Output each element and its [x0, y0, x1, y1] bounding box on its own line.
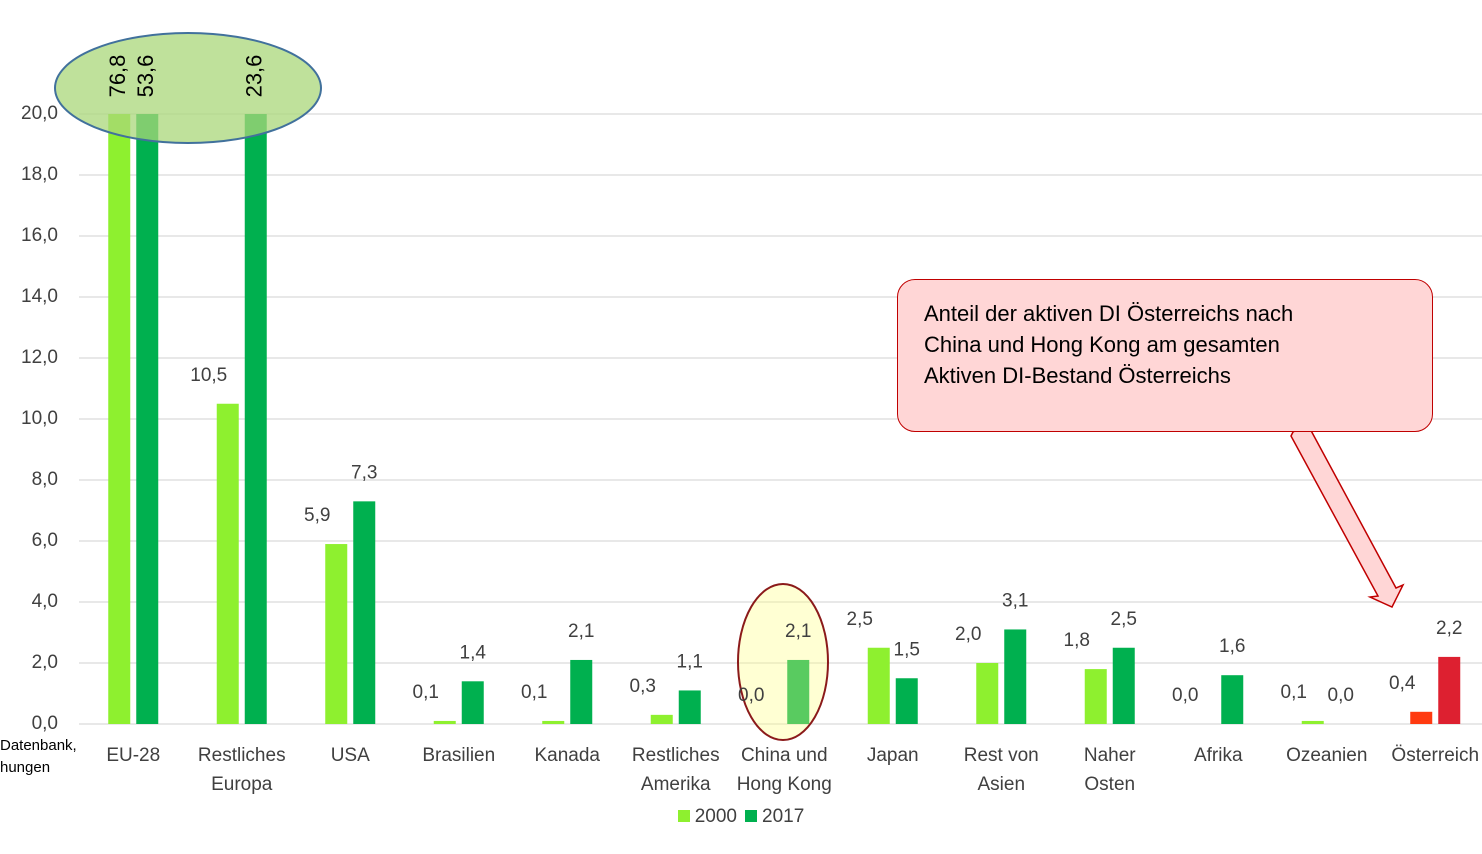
- legend-swatch: [677, 810, 690, 822]
- value-label: 2,1: [568, 621, 594, 642]
- value-label: 1,8: [1064, 630, 1090, 651]
- value-label: 53,6: [133, 55, 158, 98]
- x-tick-label: Rest von Asien: [963, 745, 1039, 795]
- bar: [1004, 629, 1027, 724]
- value-label: 5,9: [304, 505, 330, 526]
- x-tick-label: Ozeanien: [1286, 745, 1368, 766]
- source-note: Datenbank,: [0, 737, 77, 754]
- y-tick-label: 8,0: [32, 469, 58, 490]
- x-tick-label: Naher Osten: [1083, 745, 1136, 795]
- y-tick-label: 20,0: [21, 103, 58, 124]
- value-label: 1,1: [677, 651, 703, 672]
- bar: [1112, 647, 1135, 724]
- y-tick-label: 6,0: [32, 530, 58, 551]
- value-label: 0,3: [630, 676, 656, 697]
- bar: [867, 647, 890, 724]
- value-label: 2,5: [847, 609, 873, 630]
- y-tick-label: 0,0: [32, 713, 58, 734]
- bar: [353, 501, 376, 724]
- value-label: 0,0: [738, 685, 764, 706]
- bar: [895, 678, 918, 724]
- value-label: 2,5: [1111, 609, 1137, 630]
- bar: [1221, 675, 1244, 724]
- x-tick-label: Restliches Amerika: [631, 745, 720, 795]
- bar: [542, 720, 565, 724]
- bar: [1301, 720, 1324, 724]
- legend-item: 2017: [745, 806, 804, 828]
- y-tick-label: 4,0: [32, 591, 58, 612]
- bar: [1084, 669, 1107, 724]
- x-tick-label: Kanada: [534, 745, 600, 766]
- bar: [108, 114, 131, 724]
- legend-label: 2017: [762, 806, 805, 827]
- legend: 2000 2017: [0, 806, 1482, 828]
- value-label: 2,2: [1436, 618, 1462, 639]
- value-label: 10,5: [190, 365, 227, 386]
- bar: [136, 114, 159, 725]
- x-tick-label: EU-28: [106, 745, 161, 766]
- bar: [976, 663, 999, 724]
- y-tick-label: 10,0: [21, 408, 58, 429]
- x-tick-label: China und Hong Kong: [736, 745, 832, 795]
- bar: [325, 544, 348, 724]
- value-label: 7,3: [351, 462, 377, 483]
- value-label: 76,8: [105, 55, 130, 98]
- highlight-ellipse: [54, 32, 322, 144]
- legend-item: 2000: [677, 806, 737, 828]
- value-label: 1,4: [460, 642, 487, 663]
- bar: [1410, 711, 1433, 724]
- bar: [678, 690, 701, 724]
- bar: [461, 681, 484, 724]
- y-tick-label: 18,0: [21, 164, 58, 185]
- value-label: 0,0: [1328, 685, 1354, 706]
- value-label: 0,1: [1281, 682, 1307, 703]
- value-label: 2,0: [955, 624, 981, 645]
- x-tick-label: Restliches Europa: [197, 745, 286, 795]
- value-label: 0,4: [1389, 673, 1416, 694]
- x-tick-label: Japan: [866, 745, 919, 766]
- annotation: Anteil der aktiven DI Österreichs nach C…: [924, 301, 1294, 388]
- value-label: 23,6: [242, 55, 267, 98]
- y-tick-label: 2,0: [32, 652, 58, 673]
- bar: [650, 714, 673, 724]
- value-label: 3,1: [1002, 590, 1028, 611]
- value-label: 1,5: [894, 639, 920, 660]
- value-label: 2,1: [785, 621, 811, 642]
- x-tick-label: Brasilien: [422, 745, 496, 766]
- legend-label: 2000: [694, 806, 737, 827]
- x-tick-label: Afrika: [1193, 745, 1243, 766]
- source-note: hungen: [0, 759, 51, 776]
- value-label: 1,6: [1219, 636, 1245, 657]
- value-label: 0,0: [1172, 685, 1198, 706]
- bar: [433, 720, 456, 724]
- value-label: 0,1: [521, 682, 547, 703]
- x-tick-label: Österreich: [1391, 745, 1480, 766]
- callout: Anteil der aktiven DI Österreichs nach C…: [897, 279, 1433, 432]
- highlight-ellipse: [737, 583, 829, 741]
- legend-swatch: [745, 810, 757, 822]
- y-tick-label: 12,0: [21, 347, 58, 368]
- bars: [108, 114, 1461, 725]
- bar: [787, 659, 810, 724]
- labels: 0,0 2,0 4,0 6,0 8,0 10,0 12,0 14,0 16,0 18,0 20,0 7…: [21, 55, 1462, 734]
- x-tick-label: USA: [330, 745, 370, 766]
- callout-arrow: [1290, 424, 1405, 608]
- bar: [216, 403, 239, 724]
- bar: [570, 659, 593, 724]
- bar: [1438, 656, 1461, 724]
- y-tick-label: 16,0: [21, 225, 58, 246]
- bar: [244, 114, 267, 724]
- grid: [79, 113, 1482, 725]
- y-tick-label: 14,0: [21, 286, 58, 307]
- value-label: 0,1: [413, 682, 439, 703]
